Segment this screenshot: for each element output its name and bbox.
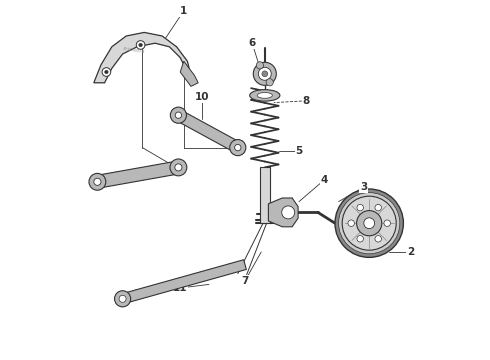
Circle shape (335, 189, 403, 257)
Circle shape (357, 211, 382, 236)
Circle shape (266, 79, 273, 86)
Text: 7: 7 (241, 276, 249, 286)
Polygon shape (94, 32, 191, 83)
Circle shape (253, 62, 276, 85)
Text: 1: 1 (180, 6, 188, 16)
Circle shape (175, 164, 182, 171)
Polygon shape (175, 110, 241, 153)
Polygon shape (269, 198, 298, 227)
FancyBboxPatch shape (260, 167, 270, 223)
Text: 8: 8 (303, 96, 310, 106)
Circle shape (102, 68, 111, 76)
Polygon shape (96, 161, 179, 188)
Circle shape (136, 41, 145, 49)
Circle shape (282, 206, 294, 219)
Circle shape (104, 70, 108, 74)
Text: 2: 2 (407, 247, 414, 257)
Ellipse shape (250, 90, 280, 101)
Text: 11: 11 (173, 283, 188, 293)
Circle shape (375, 235, 381, 242)
Circle shape (262, 71, 268, 77)
Circle shape (235, 144, 241, 151)
Circle shape (89, 174, 106, 190)
Text: 10: 10 (195, 92, 209, 102)
Text: 9: 9 (119, 175, 126, 185)
Circle shape (375, 204, 381, 211)
Circle shape (139, 43, 143, 47)
Circle shape (384, 220, 391, 226)
Ellipse shape (257, 93, 272, 98)
Circle shape (115, 291, 131, 307)
Circle shape (258, 67, 271, 80)
Circle shape (339, 193, 400, 254)
Polygon shape (121, 260, 246, 303)
Circle shape (175, 112, 182, 118)
Circle shape (170, 159, 187, 176)
Circle shape (119, 295, 126, 302)
Circle shape (357, 204, 364, 211)
Text: 4: 4 (320, 175, 328, 185)
Circle shape (357, 235, 364, 242)
Circle shape (94, 178, 101, 185)
Circle shape (342, 196, 396, 250)
Polygon shape (180, 61, 198, 86)
Text: 3: 3 (360, 182, 368, 192)
Text: E7GZ5500-A: E7GZ5500-A (122, 47, 145, 54)
Text: 5: 5 (295, 146, 303, 156)
Circle shape (348, 220, 354, 226)
Circle shape (230, 140, 246, 156)
Circle shape (256, 62, 264, 69)
Text: 6: 6 (248, 38, 256, 48)
Circle shape (171, 107, 187, 123)
Circle shape (364, 218, 374, 229)
